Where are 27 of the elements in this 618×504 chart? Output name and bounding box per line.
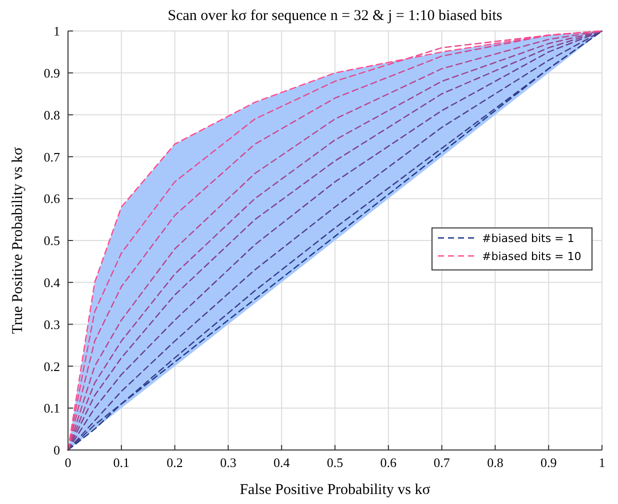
y-tick-label: 0.1	[44, 400, 60, 416]
y-tick-label: 0.4	[44, 274, 60, 290]
x-tick-label: 0.1	[113, 455, 130, 470]
x-tick-label: 0.6	[380, 455, 398, 470]
x-tick-label: 0.5	[326, 455, 344, 470]
x-tick-label: 1	[598, 455, 606, 470]
y-tick-label: 1	[54, 24, 60, 39]
legend-label: #biased bits = 10	[482, 250, 582, 263]
y-tick-label: 0.6	[44, 191, 60, 206]
x-tick-label: 0	[64, 455, 72, 470]
y-axis-title: True Positive Probability vs kσ	[10, 147, 26, 334]
y-tick-label: 0.5	[44, 233, 60, 248]
x-tick-label: 0.8	[487, 455, 504, 470]
legend-label: #biased bits = 1	[482, 232, 574, 245]
x-tick-label: 0.7	[434, 455, 450, 470]
x-tick-label: 0.3	[220, 455, 236, 470]
y-tick-label: 0.7	[44, 149, 60, 164]
chart-title: Scan over kσ for sequence n = 32 & j = 1:10 biased bits	[168, 8, 502, 24]
x-tick-label: 0.9	[540, 455, 557, 470]
x-tick-label: 0.2	[166, 455, 183, 470]
x-tick-label: 0.4	[273, 455, 290, 470]
y-tick-label: 0	[54, 442, 60, 458]
y-tick-label: 0.2	[44, 358, 60, 374]
y-tick-label: 0.8	[44, 107, 60, 122]
y-tick-label: 0.9	[44, 65, 60, 80]
y-tick-label: 0.3	[44, 316, 60, 332]
x-axis-title: False Positive Probability vs kσ	[240, 482, 430, 498]
